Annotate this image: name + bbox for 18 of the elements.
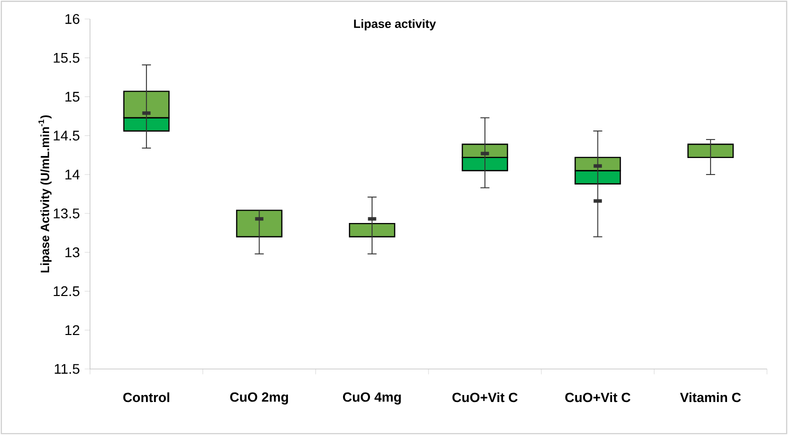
- y-tick-label: 11.5: [54, 364, 80, 374]
- y-tick-label: 14.5: [54, 130, 80, 141]
- x-tick-label: CuO 2mg: [230, 392, 288, 404]
- y-tick-label: 12.5: [54, 286, 80, 296]
- y-tick-label: 14: [65, 170, 80, 180]
- x-tick-label: Control: [123, 392, 170, 402]
- y-tick-label: 16: [65, 14, 80, 24]
- chart-title: Lipase activity: [354, 19, 436, 30]
- x-tick-label: CuO 4mg: [342, 392, 401, 404]
- y-tick-label: 15.5: [54, 53, 80, 63]
- y-tick-label: 12: [65, 325, 80, 335]
- x-tick-label: CuO+Vit C: [452, 392, 518, 402]
- y-tick-label: 15: [65, 92, 80, 102]
- x-tick-label: Vitamin C: [680, 392, 741, 402]
- y-axis-title: Lipase Activity (U/mL.min$^{-1}$): [38, 115, 52, 272]
- x-tick-label: CuO+Vit C: [565, 392, 630, 402]
- y-tick-label: 13.5: [54, 208, 80, 218]
- y-tick-label: 13: [65, 247, 80, 258]
